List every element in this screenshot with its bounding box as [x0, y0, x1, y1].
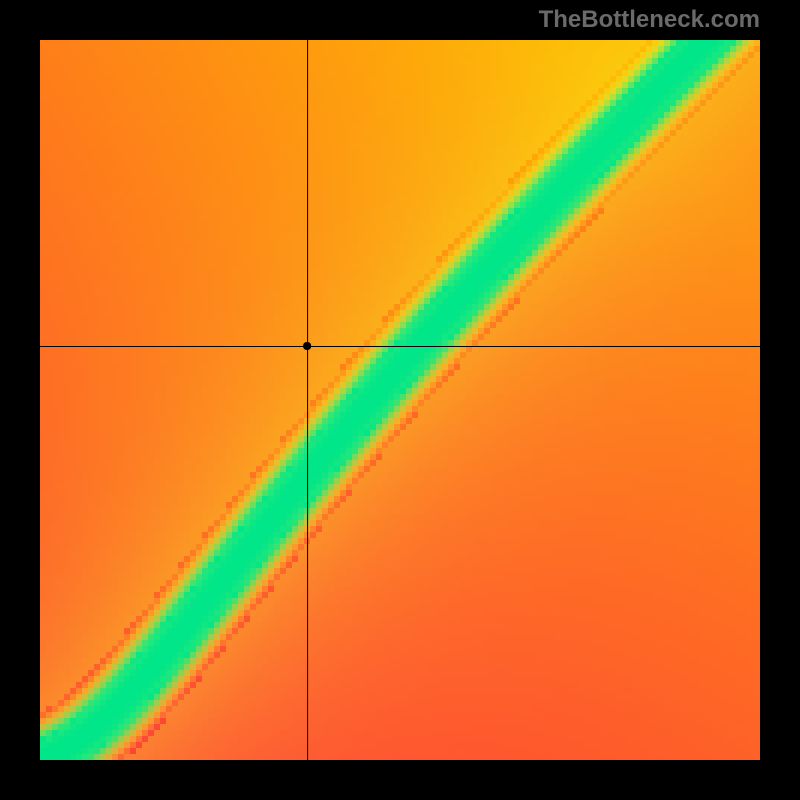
watermark-text: TheBottleneck.com — [539, 6, 760, 34]
bottleneck-heatmap — [40, 40, 760, 760]
chart-container: TheBottleneck.com — [0, 0, 800, 800]
